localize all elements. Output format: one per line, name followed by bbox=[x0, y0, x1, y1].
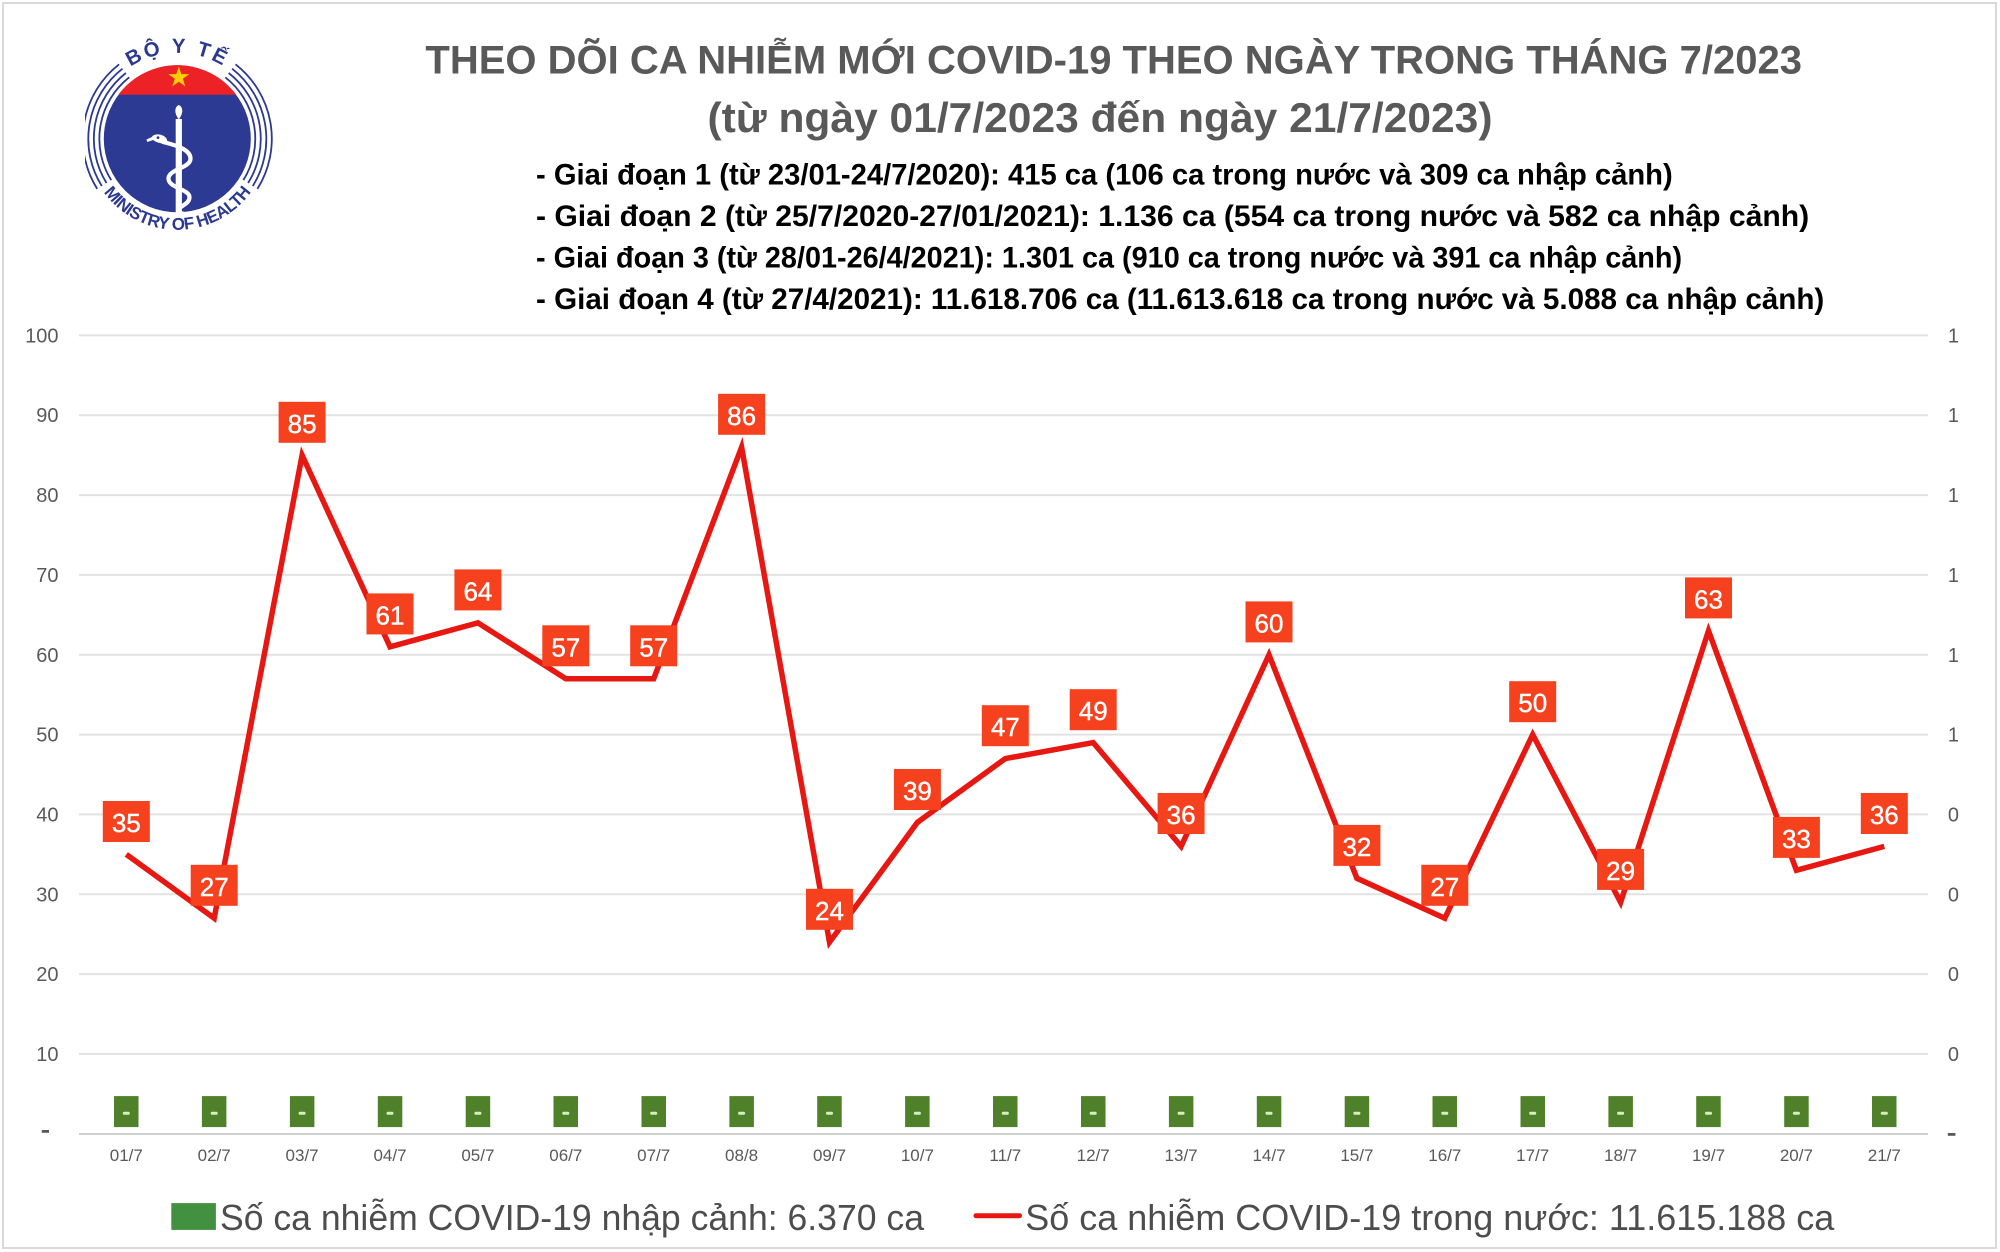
svg-text:60: 60 bbox=[1255, 608, 1284, 638]
svg-text:01/7: 01/7 bbox=[110, 1146, 143, 1165]
svg-text:14/7: 14/7 bbox=[1252, 1146, 1285, 1165]
svg-text:24: 24 bbox=[815, 896, 844, 926]
svg-text:16/7: 16/7 bbox=[1428, 1146, 1461, 1165]
svg-text:13/7: 13/7 bbox=[1165, 1146, 1198, 1165]
svg-text:Số ca nhiễm COVID-19 nhập cảnh: Số ca nhiễm COVID-19 nhập cảnh: 6.370 ca bbox=[220, 1197, 925, 1238]
svg-text:18/7: 18/7 bbox=[1604, 1146, 1637, 1165]
svg-text:36: 36 bbox=[1870, 800, 1899, 830]
svg-text:90: 90 bbox=[36, 405, 58, 427]
svg-text:1: 1 bbox=[1948, 485, 1959, 507]
svg-text:10/7: 10/7 bbox=[901, 1146, 934, 1165]
svg-text:50: 50 bbox=[36, 725, 58, 747]
svg-text:15/7: 15/7 bbox=[1340, 1146, 1373, 1165]
svg-text:35: 35 bbox=[112, 808, 141, 838]
svg-text:03/7: 03/7 bbox=[286, 1146, 319, 1165]
svg-text:63: 63 bbox=[1694, 584, 1723, 614]
svg-text:0: 0 bbox=[1948, 884, 1959, 906]
svg-text:40: 40 bbox=[36, 804, 58, 826]
svg-text:- Giai đoạn 4 (từ 27/4/2021):: - Giai đoạn 4 (từ 27/4/2021): 11.618.706… bbox=[536, 283, 1824, 316]
svg-text:33: 33 bbox=[1782, 824, 1811, 854]
svg-text:27: 27 bbox=[200, 872, 229, 902]
svg-text:1: 1 bbox=[1948, 325, 1959, 347]
svg-text:85: 85 bbox=[288, 409, 317, 439]
svg-text:10: 10 bbox=[36, 1044, 58, 1066]
svg-text:57: 57 bbox=[551, 632, 580, 662]
svg-text:57: 57 bbox=[639, 632, 668, 662]
svg-text:(từ ngày 01/7/2023 đến ngày 21: (từ ngày 01/7/2023 đến ngày 21/7/2023) bbox=[708, 94, 1493, 141]
svg-text:07/7: 07/7 bbox=[637, 1146, 670, 1165]
svg-text:39: 39 bbox=[903, 776, 932, 806]
svg-text:20: 20 bbox=[36, 964, 58, 986]
svg-text:50: 50 bbox=[1518, 688, 1547, 718]
svg-text:49: 49 bbox=[1079, 696, 1108, 726]
svg-text:70: 70 bbox=[36, 565, 58, 587]
svg-text:1: 1 bbox=[1948, 565, 1959, 587]
svg-text:100: 100 bbox=[25, 325, 58, 347]
svg-text:86: 86 bbox=[727, 401, 756, 431]
svg-text:1: 1 bbox=[1948, 725, 1959, 747]
svg-text:61: 61 bbox=[376, 600, 405, 630]
svg-text:0: 0 bbox=[1948, 804, 1959, 826]
svg-text:04/7: 04/7 bbox=[373, 1146, 406, 1165]
svg-text:02/7: 02/7 bbox=[198, 1146, 231, 1165]
svg-text:05/7: 05/7 bbox=[461, 1146, 494, 1165]
svg-text:THEO DÕI CA NHIỄM MỚI COVID-19: THEO DÕI CA NHIỄM MỚI COVID-19 THEO NGÀY… bbox=[425, 37, 1802, 83]
svg-text:19/7: 19/7 bbox=[1692, 1146, 1725, 1165]
svg-text:36: 36 bbox=[1167, 800, 1196, 830]
svg-text:1: 1 bbox=[1948, 405, 1959, 427]
svg-text:60: 60 bbox=[36, 645, 58, 667]
svg-text:64: 64 bbox=[463, 576, 492, 606]
svg-text:30: 30 bbox=[36, 884, 58, 906]
svg-text:- Giai đoạn 1 (từ 23/01-24/7/2: - Giai đoạn 1 (từ 23/01-24/7/2020): 415 … bbox=[536, 158, 1673, 191]
svg-text:- Giai đoạn 3 (từ 28/01-26/4/2: - Giai đoạn 3 (từ 28/01-26/4/2021): 1.30… bbox=[536, 242, 1682, 275]
svg-text:80: 80 bbox=[36, 485, 58, 507]
svg-text:0: 0 bbox=[1948, 1044, 1959, 1066]
svg-text:12/7: 12/7 bbox=[1077, 1146, 1110, 1165]
svg-text:11/7: 11/7 bbox=[989, 1146, 1021, 1165]
svg-text:Số ca nhiễm COVID-19 trong nướ: Số ca nhiễm COVID-19 trong nước: 11.615.… bbox=[1025, 1197, 1835, 1238]
svg-text:29: 29 bbox=[1606, 856, 1635, 886]
svg-text:17/7: 17/7 bbox=[1516, 1146, 1549, 1165]
svg-text:0: 0 bbox=[1948, 964, 1959, 986]
svg-text:- Giai đoạn 2 (từ 25/7/2020-27: - Giai đoạn 2 (từ 25/7/2020-27/01/2021):… bbox=[536, 200, 1809, 233]
svg-text:32: 32 bbox=[1342, 832, 1371, 862]
svg-text:08/8: 08/8 bbox=[725, 1146, 758, 1165]
svg-text:21/7: 21/7 bbox=[1868, 1146, 1901, 1165]
svg-text:20/7: 20/7 bbox=[1780, 1146, 1813, 1165]
svg-text:47: 47 bbox=[991, 712, 1020, 742]
svg-text:06/7: 06/7 bbox=[549, 1146, 582, 1165]
svg-text:09/7: 09/7 bbox=[813, 1146, 846, 1165]
svg-text:27: 27 bbox=[1430, 872, 1459, 902]
svg-text:1: 1 bbox=[1948, 645, 1959, 667]
